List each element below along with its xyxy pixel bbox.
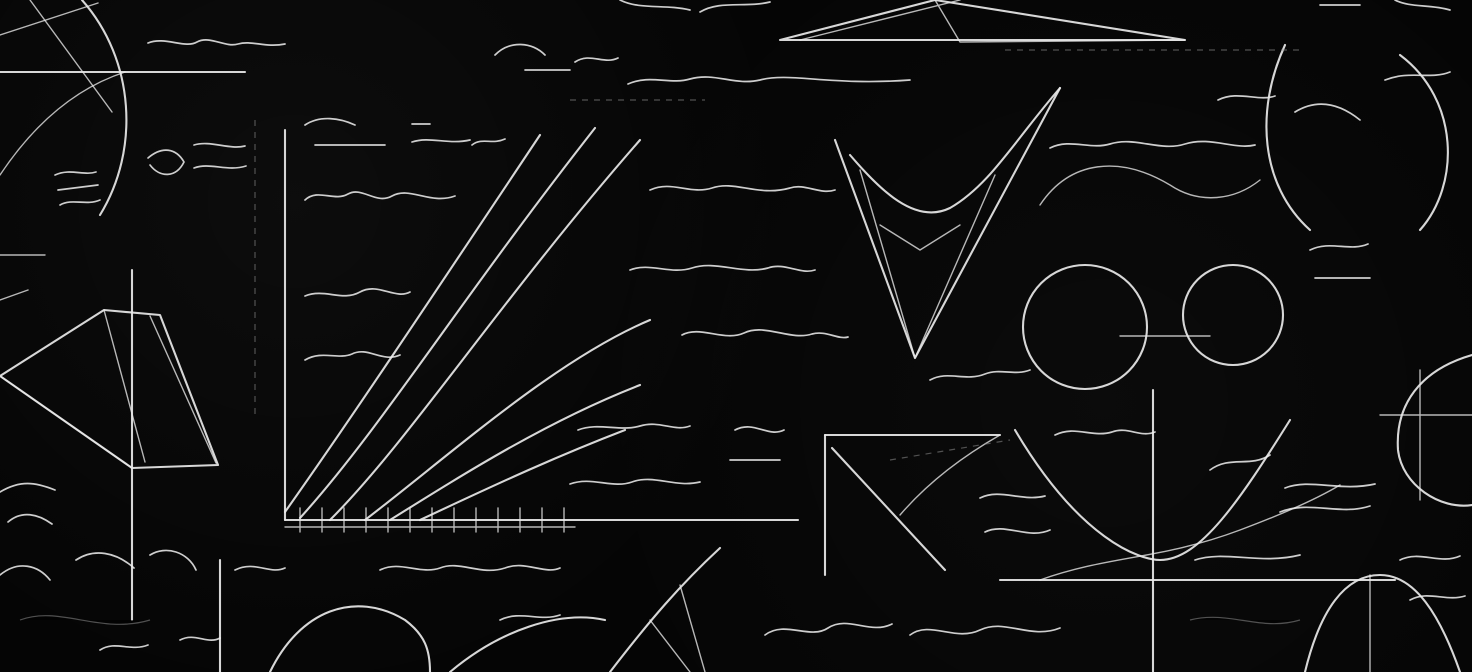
right-formulas-circles — [1021, 0, 1451, 391]
lower-center-diagram — [823, 388, 1397, 672]
top-geometry — [778, 0, 1187, 381]
chalk-dust — [19, 49, 1301, 625]
right-edge-shapes — [1303, 353, 1472, 672]
curves-graph — [283, 117, 800, 533]
left-triangle — [0, 254, 220, 622]
center-formulas — [494, 0, 911, 461]
bottom-curves — [99, 546, 1061, 672]
left-top-geometry — [0, 0, 286, 217]
